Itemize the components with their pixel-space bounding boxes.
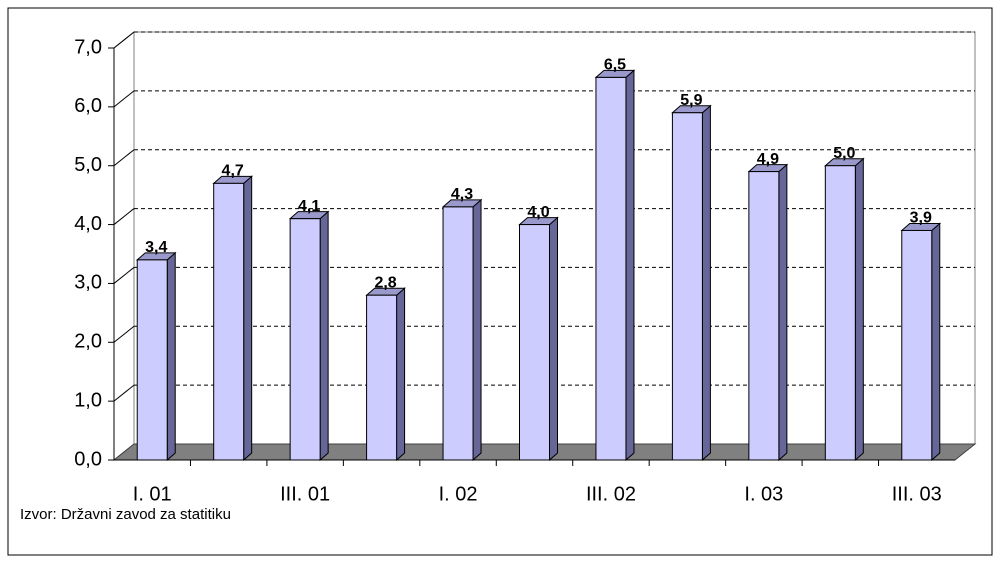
x-tick-label: III. 03 (892, 483, 942, 505)
grid-diagonal (113, 325, 135, 343)
bar (671, 112, 703, 461)
value-label: 5,9 (680, 92, 702, 109)
bar-side (625, 69, 635, 462)
value-label: 2,8 (374, 274, 396, 291)
value-label: 3,4 (145, 239, 167, 256)
grid-diagonal (113, 267, 135, 284)
y-tick-label: 3,0 (74, 272, 102, 294)
y-tick-label: 0,0 (74, 448, 102, 470)
value-label: 4,1 (298, 198, 320, 215)
y-tick-label: 4,0 (74, 213, 102, 235)
grid-diagonal (113, 149, 135, 167)
bar (595, 76, 627, 461)
bar (901, 229, 933, 461)
bar (824, 165, 856, 461)
grid-diagonal (113, 384, 135, 402)
bar (442, 206, 474, 461)
bar-side (319, 210, 329, 462)
bar (748, 171, 780, 461)
bar (366, 294, 398, 461)
bar (519, 224, 550, 461)
value-label: 4,7 (222, 163, 244, 180)
x-tick-label: I. 03 (744, 483, 783, 505)
value-label: 6,5 (604, 57, 626, 74)
grid-diagonal (113, 90, 135, 108)
y-tick-label: 2,0 (74, 331, 102, 353)
x-tick-label: I. 02 (439, 483, 478, 505)
bar (213, 182, 245, 461)
value-label: 3,9 (910, 210, 932, 227)
bar (136, 259, 168, 461)
side-wall (113, 30, 135, 462)
grid-diagonal (113, 208, 135, 225)
y-tick-label: 6,0 (74, 95, 102, 117)
bar (289, 218, 321, 461)
value-label: 4,0 (527, 204, 549, 221)
bar-side (166, 251, 176, 462)
bar-side (472, 198, 482, 462)
bar-side (701, 104, 711, 462)
bar-side (778, 163, 788, 462)
bar-side (396, 287, 406, 462)
value-label: 4,3 (451, 186, 473, 203)
bar-side (854, 157, 864, 462)
x-tick-label: III. 01 (280, 483, 330, 505)
x-tick-label: I. 01 (133, 483, 172, 505)
x-tick-label: III. 02 (586, 483, 636, 505)
bar-side (243, 175, 253, 462)
y-tick-label: 1,0 (74, 389, 102, 411)
bar-side (931, 222, 941, 462)
grid-diagonal (113, 31, 135, 49)
value-label: 5,0 (833, 145, 855, 162)
bar-side (549, 216, 558, 462)
value-label: 4,9 (757, 151, 779, 168)
source-note: Izvor: Državni zavod za statitiku (20, 506, 231, 523)
y-tick-label: 7,0 (74, 36, 102, 58)
y-tick-label: 5,0 (74, 154, 102, 176)
